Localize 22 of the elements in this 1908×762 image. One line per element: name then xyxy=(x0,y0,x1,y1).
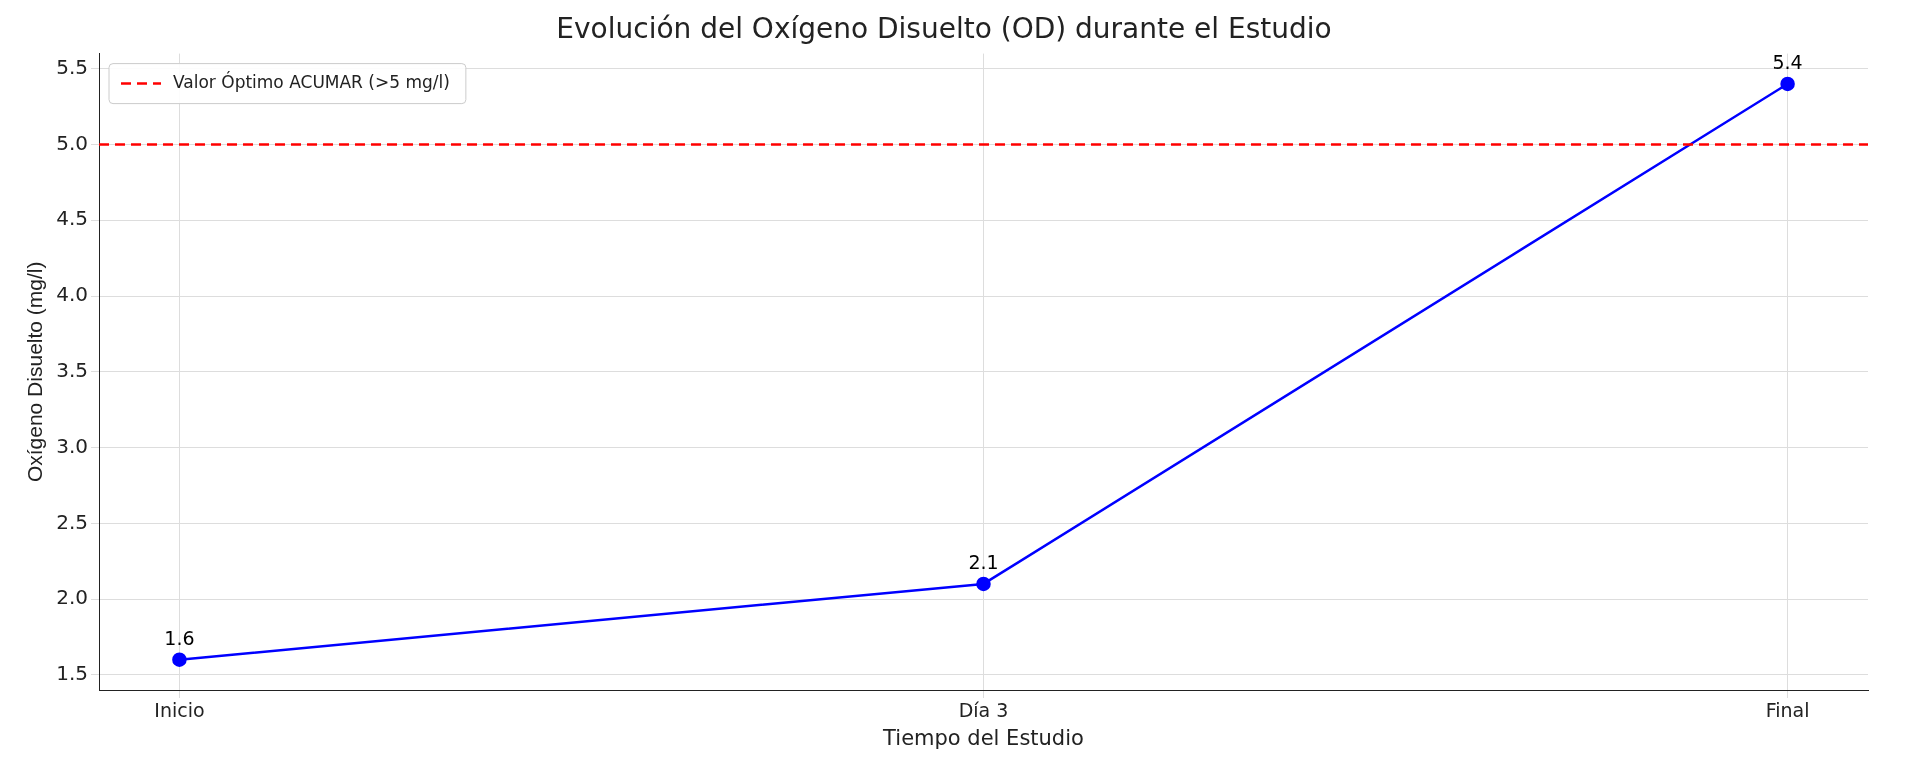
data-label: 1.6 xyxy=(164,627,195,650)
y-axis-title: Oxígeno Disuelto (mg/l) xyxy=(23,261,47,483)
chart-title: Evolución del Oxígeno Disuelto (OD) durante el Estudio xyxy=(556,12,1332,46)
point xyxy=(1780,76,1795,92)
y-tick-label: 2.0 xyxy=(56,585,89,610)
point xyxy=(172,652,187,667)
y-tick-label: 4.0 xyxy=(56,282,89,307)
data-label: 2.1 xyxy=(968,551,999,574)
data-label: 5.4 xyxy=(1772,51,1803,74)
y-tick-label: 3.0 xyxy=(56,433,89,458)
x-tick-label: Inicio xyxy=(154,699,205,722)
y-tick-label: 5.5 xyxy=(56,54,89,79)
y-tick-label: 4.5 xyxy=(56,206,89,231)
x-axis-title: Tiempo del Estudio xyxy=(882,725,1084,750)
y-tick-label: 1.5 xyxy=(56,661,89,686)
y-tick-label: 2.5 xyxy=(56,509,89,534)
legend-label: Valor Óptimo ACUMAR (>5 mg/l) xyxy=(173,71,450,93)
x-tick-label: Día 3 xyxy=(958,699,1009,722)
x-tick-label: Final xyxy=(1765,699,1810,722)
y-tick-label: 3.5 xyxy=(56,358,89,382)
point xyxy=(976,576,991,592)
y-tick-label: 5.0 xyxy=(56,130,89,155)
